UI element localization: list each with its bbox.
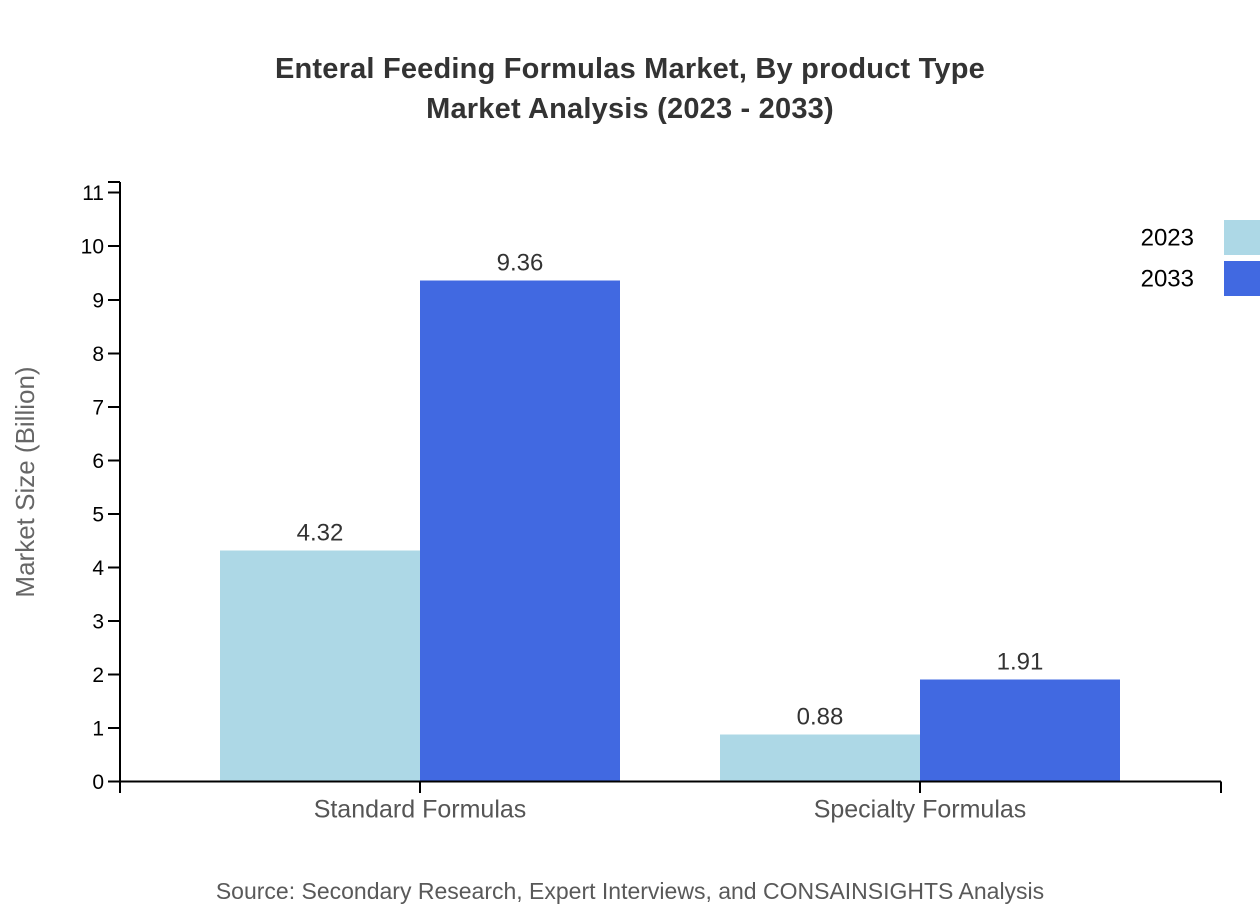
y-tick-label-0: 0	[92, 771, 104, 794]
y-tick-label-11: 11	[82, 182, 104, 205]
y-tick-label-8: 8	[92, 343, 104, 366]
y-tick-label-9: 9	[92, 289, 104, 312]
value-label-2023-standard-formulas: 4.32	[297, 519, 344, 546]
y-tick-label-6: 6	[92, 450, 104, 473]
chart-title-line2: Market Analysis (2023 - 2033)	[426, 93, 834, 125]
bar-2023-specialty-formulas	[720, 734, 920, 782]
x-category-label-standard-formulas: Standard Formulas	[314, 796, 527, 824]
chart-title-line1: Enteral Feeding Formulas Market, By prod…	[274, 53, 986, 85]
value-label-2023-specialty-formulas: 0.88	[797, 703, 844, 730]
legend-label-2023: 2023	[1141, 225, 1194, 252]
bar-2033-standard-formulas	[420, 280, 620, 782]
value-label-2033-standard-formulas: 9.36	[497, 249, 544, 276]
chart-title: Enteral Feeding Formulas Market, By prod…	[0, 49, 1260, 129]
legend-swatch-2033	[1224, 261, 1260, 296]
value-label-2033-specialty-formulas: 1.91	[997, 648, 1044, 675]
y-tick-label-1: 1	[92, 717, 104, 740]
legend-swatch-2023	[1224, 220, 1260, 255]
bar-2023-standard-formulas	[220, 550, 420, 782]
y-axis-title: Market Size (Billion)	[10, 366, 40, 597]
y-tick-label-10: 10	[81, 236, 104, 259]
source-note: Source: Secondary Research, Expert Inter…	[215, 878, 1045, 904]
bar-2033-specialty-formulas	[920, 679, 1120, 782]
legend-label-2033: 2033	[1141, 266, 1194, 293]
y-tick-label-3: 3	[92, 610, 104, 633]
y-tick-label-2: 2	[92, 664, 104, 687]
y-tick-label-4: 4	[92, 557, 104, 580]
x-category-label-specialty-formulas: Specialty Formulas	[814, 796, 1027, 824]
y-tick-label-5: 5	[92, 503, 104, 526]
y-tick-label-7: 7	[92, 396, 104, 419]
